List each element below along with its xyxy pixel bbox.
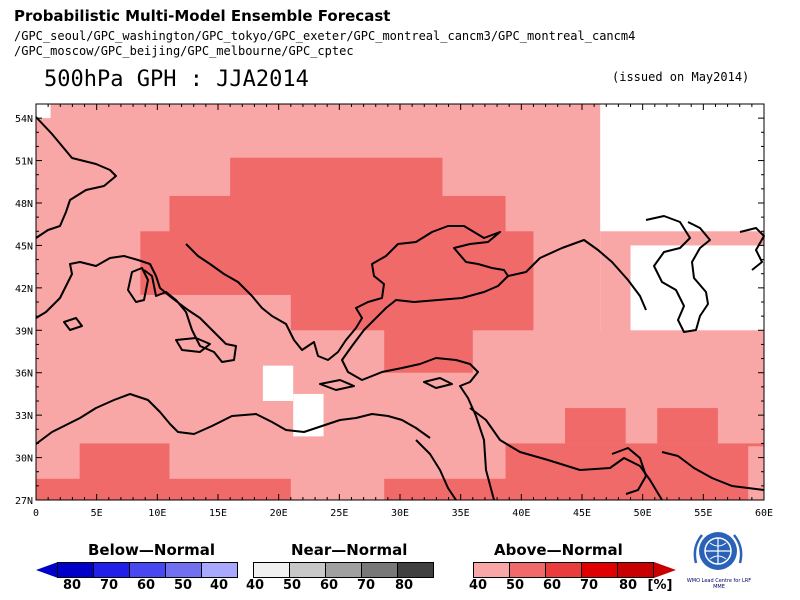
legend-below-swatch <box>57 562 94 578</box>
lon-tick-label: 10E <box>148 508 166 519</box>
legend-label: 60 <box>542 578 562 593</box>
legend-near-swatch <box>325 562 362 578</box>
lat-tick-label: 45N <box>15 241 33 252</box>
legend-above-swatch <box>581 562 618 578</box>
legend-unit: [%] <box>647 578 673 593</box>
probability-cell-light <box>748 446 764 500</box>
lon-tick-label: 40E <box>512 508 530 519</box>
legend-label: 80 <box>62 578 82 593</box>
probability-shading <box>36 104 764 501</box>
legend-label: 50 <box>173 578 193 593</box>
legend-below-swatch <box>129 562 166 578</box>
legend-above-swatch <box>617 562 654 578</box>
legend-below-arrow-icon <box>36 562 58 578</box>
probability-cell-medium <box>79 443 170 500</box>
probability-cell-white <box>293 393 324 437</box>
lat-tick-label: 27N <box>15 496 33 507</box>
probability-cell-white <box>262 365 294 401</box>
legend-label: 70 <box>356 578 376 593</box>
legend-label: 50 <box>505 578 525 593</box>
lat-tick-label: 33N <box>15 411 33 422</box>
probability-cell-white <box>630 245 764 331</box>
lon-tick-label: 50E <box>634 508 652 519</box>
probability-cell-medium <box>657 408 718 444</box>
lat-tick-label: 48N <box>15 199 33 210</box>
legend-below-swatch <box>201 562 238 578</box>
legend-label: 40 <box>209 578 229 593</box>
legend-above-arrow-icon <box>654 562 676 578</box>
probability-cell-medium <box>565 408 626 444</box>
legend-label: 80 <box>618 578 638 593</box>
legend-label: 40 <box>245 578 265 593</box>
wmo-logo-caption: WMO Lead Centre for LRF MME <box>686 578 752 590</box>
legend-below-swatch <box>93 562 130 578</box>
lat-tick-label: 36N <box>15 369 33 380</box>
lon-tick-label: 20E <box>270 508 288 519</box>
lon-tick-label: 25E <box>330 508 348 519</box>
legend-below-swatch <box>165 562 202 578</box>
lat-tick-label: 51N <box>15 157 33 168</box>
legend-near-bar <box>253 562 434 578</box>
legend-label: 40 <box>468 578 488 593</box>
legend-label: 70 <box>99 578 119 593</box>
coastlines <box>35 116 765 501</box>
legend-label: 60 <box>136 578 156 593</box>
legend-near-title: Near—Normal <box>291 541 408 559</box>
model-list-line-1: /GPC_seoul/GPC_washington/GPC_tokyo/GPC_… <box>14 29 636 43</box>
legend-label: 60 <box>319 578 339 593</box>
lat-tick-label: 30N <box>15 454 33 465</box>
lon-tick-label: 5E <box>91 508 103 519</box>
legend-label: 70 <box>579 578 599 593</box>
lon-tick-label: 30E <box>391 508 409 519</box>
axis-ticks: 0 5E 10E 15E 20E 25E 30E 35E 40E 45E 50E 55E 60E 27N 3… <box>15 103 773 519</box>
legend-near-swatch <box>289 562 326 578</box>
legend-above-swatch <box>545 562 582 578</box>
lon-tick-label: 45E <box>573 508 591 519</box>
lat-tick-label: 54N <box>15 114 33 125</box>
legend-above-bar <box>473 562 676 578</box>
legend-below-bar <box>36 562 238 578</box>
legend-near-swatch <box>397 562 434 578</box>
legend-label: 80 <box>394 578 414 593</box>
issued-date: (issued on May2014) <box>612 70 750 84</box>
lon-tick-label: 35E <box>452 508 470 519</box>
model-list-line-2: /GPC_moscow/GPC_beijing/GPC_melbourne/GP… <box>14 44 354 58</box>
legend-above-swatch <box>473 562 510 578</box>
wmo-logo-icon <box>693 532 743 570</box>
legend-label: 50 <box>282 578 302 593</box>
lon-tick-label: 60E <box>755 508 773 519</box>
lat-tick-label: 42N <box>15 284 33 295</box>
lon-tick-label: 15E <box>209 508 227 519</box>
legend-near-swatch <box>361 562 398 578</box>
probability-cell-medium <box>384 323 473 373</box>
legend-near-swatch <box>253 562 290 578</box>
legend-above-swatch <box>509 562 546 578</box>
map-main-title: 500hPa GPH : JJA2014 <box>44 67 309 92</box>
forecast-title: Probabilistic Multi-Model Ensemble Forec… <box>14 7 391 25</box>
probability-cell-white <box>36 104 51 119</box>
legend-below-title: Below—Normal <box>88 541 216 559</box>
lon-tick-label: 55E <box>694 508 712 519</box>
legend-above-title: Above—Normal <box>494 541 623 559</box>
lon-tick-label: 0 <box>33 508 39 519</box>
lat-tick-label: 39N <box>15 326 33 337</box>
